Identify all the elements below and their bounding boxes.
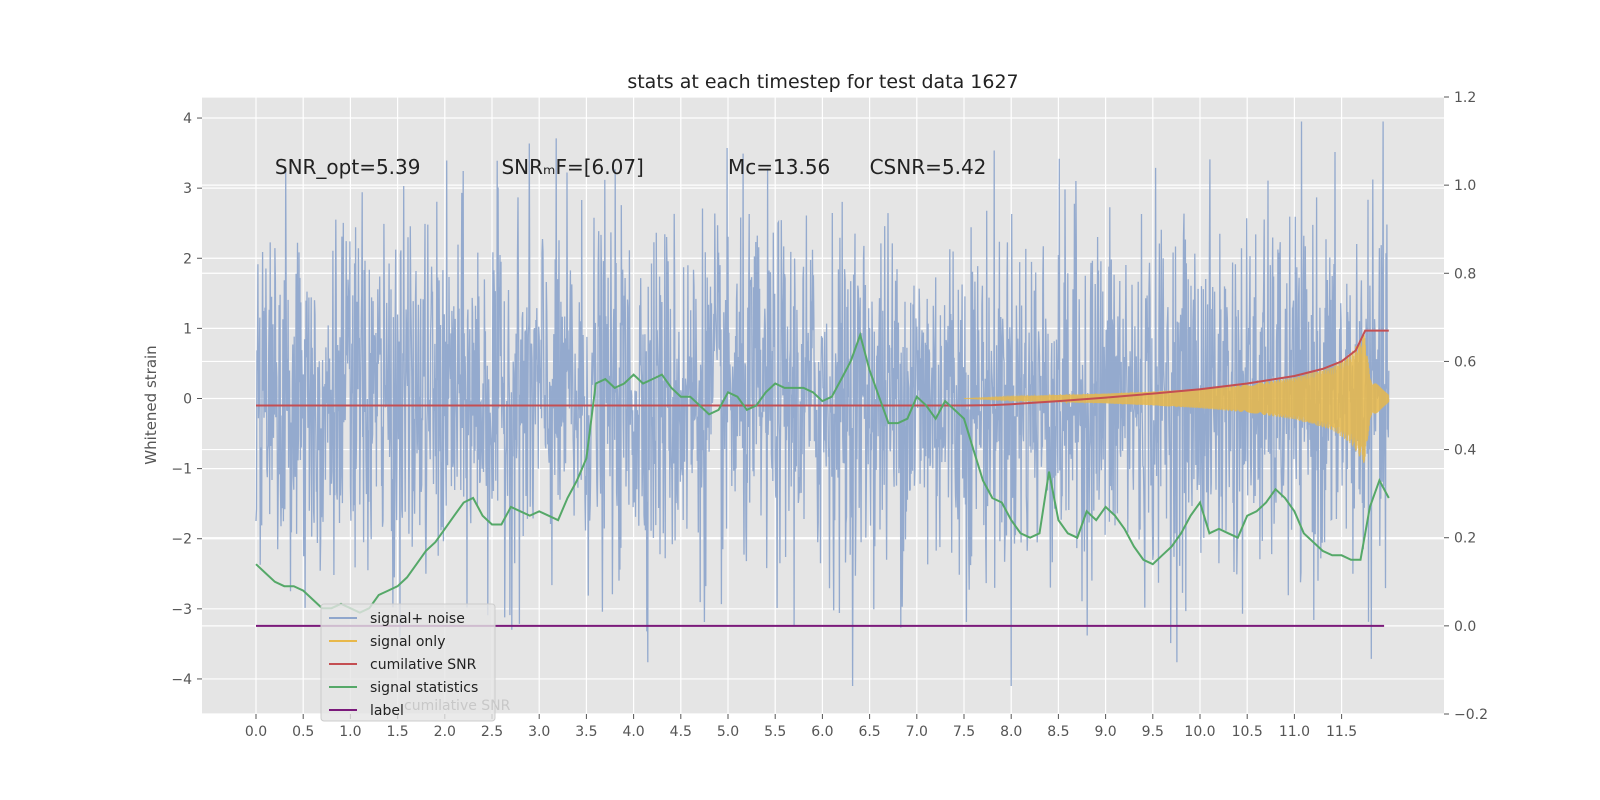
legend-frame: [320, 603, 496, 722]
annotation-snr-mf: SNRₘF=[6.07]: [501, 155, 643, 179]
x-tick-label: 9.5: [1142, 724, 1164, 740]
x-tick-label: 6.0: [811, 724, 833, 740]
y-axis-ticks: 4 3 2 1 0 −1 −2 −3 −4: [171, 111, 202, 688]
signal-only-series: [964, 334, 1390, 463]
x-tick-label: 8.5: [1047, 724, 1069, 740]
legend-hidden-text: cumilative SNR: [404, 698, 511, 714]
annotations: SNR_opt=5.39 SNRₘF=[6.07] Mᴄ=13.56 CSNR=5.4…: [275, 155, 987, 179]
legend-cumulative-snr-label: cumilative SNR: [370, 657, 477, 673]
legend: cumilative SNR signal+ noise signal only c…: [320, 603, 511, 722]
x-tick-label: 1.5: [386, 724, 408, 740]
y2-tick-label: 0.6: [1454, 354, 1476, 370]
signal-statistics-line: [255, 331, 1390, 614]
y-tick-label: 0: [183, 391, 192, 407]
x-tick-label: 4.5: [670, 724, 692, 740]
y2-tick-label: 0.4: [1454, 443, 1476, 459]
x-tick-label: 5.5: [764, 724, 786, 740]
legend-signal-statistics-label: signal statistics: [370, 680, 478, 696]
y-tick-label: −3: [171, 602, 192, 618]
x-tick-label: 4.0: [622, 724, 644, 740]
x-tick-label: 10.5: [1232, 724, 1263, 740]
y2-tick-label: −0.2: [1454, 707, 1488, 723]
y2-tick-label: 1.0: [1454, 178, 1476, 194]
chart-title: stats at each timestep for test data 162…: [627, 71, 1018, 93]
y-tick-label: 2: [183, 251, 192, 267]
x-tick-label: 8.0: [1000, 724, 1022, 740]
y-tick-label: −1: [171, 462, 192, 478]
x-tick-label: 6.5: [858, 724, 880, 740]
legend-label-label: label: [370, 703, 404, 719]
y-axis-label: Whitened strain: [142, 345, 160, 464]
annotation-snr-opt: SNR_opt=5.39: [275, 155, 421, 179]
x-tick-label: 0.0: [245, 724, 267, 740]
annotation-csnr: CSNR=5.42: [870, 155, 987, 179]
x-axis-ticks: 0.0 0.5 1.0 1.5 2.0 2.5 3.0 3.5 4.0 4.5 5.0 5.5 6.0 6…: [245, 714, 1357, 740]
y-tick-label: 4: [183, 111, 192, 127]
y2-tick-label: 0.0: [1454, 619, 1476, 635]
y2-tick-label: 1.2: [1454, 90, 1476, 106]
legend-signal-only-label: signal only: [370, 634, 445, 650]
x-tick-label: 7.0: [906, 724, 928, 740]
signal-noise-series: [255, 121, 1390, 687]
signal-noise-line: [255, 121, 1390, 687]
x-tick-label: 7.5: [953, 724, 975, 740]
legend-signal-noise-label: signal+ noise: [370, 611, 465, 627]
y-tick-label: −2: [171, 532, 192, 548]
x-tick-label: 2.5: [481, 724, 503, 740]
x-tick-label: 1.0: [339, 724, 361, 740]
x-tick-label: 5.0: [717, 724, 739, 740]
y-tick-label: 3: [183, 181, 192, 197]
y2-tick-label: 0.2: [1454, 531, 1476, 547]
x-tick-label: 11.5: [1326, 724, 1357, 740]
signal-only-line: [964, 334, 1390, 463]
x-tick-label: 3.5: [575, 724, 597, 740]
x-tick-label: 11.0: [1279, 724, 1310, 740]
y-tick-label: −4: [171, 672, 192, 688]
x-tick-label: 3.0: [528, 724, 550, 740]
annotation-chirp-mass: Mᴄ=13.56: [728, 155, 830, 179]
x-tick-label: 2.0: [434, 724, 456, 740]
x-tick-label: 0.5: [292, 724, 314, 740]
y2-tick-label: 0.8: [1454, 266, 1476, 282]
cumulative-snr-line: [256, 329, 1389, 407]
y-tick-label: 1: [183, 321, 192, 337]
x-tick-label: 10.0: [1184, 724, 1215, 740]
x-tick-label: 9.0: [1094, 724, 1116, 740]
right-axis-ticks: 1.2 1.0 0.8 0.6 0.4 0.2 0.0 −0.2: [1444, 90, 1488, 723]
